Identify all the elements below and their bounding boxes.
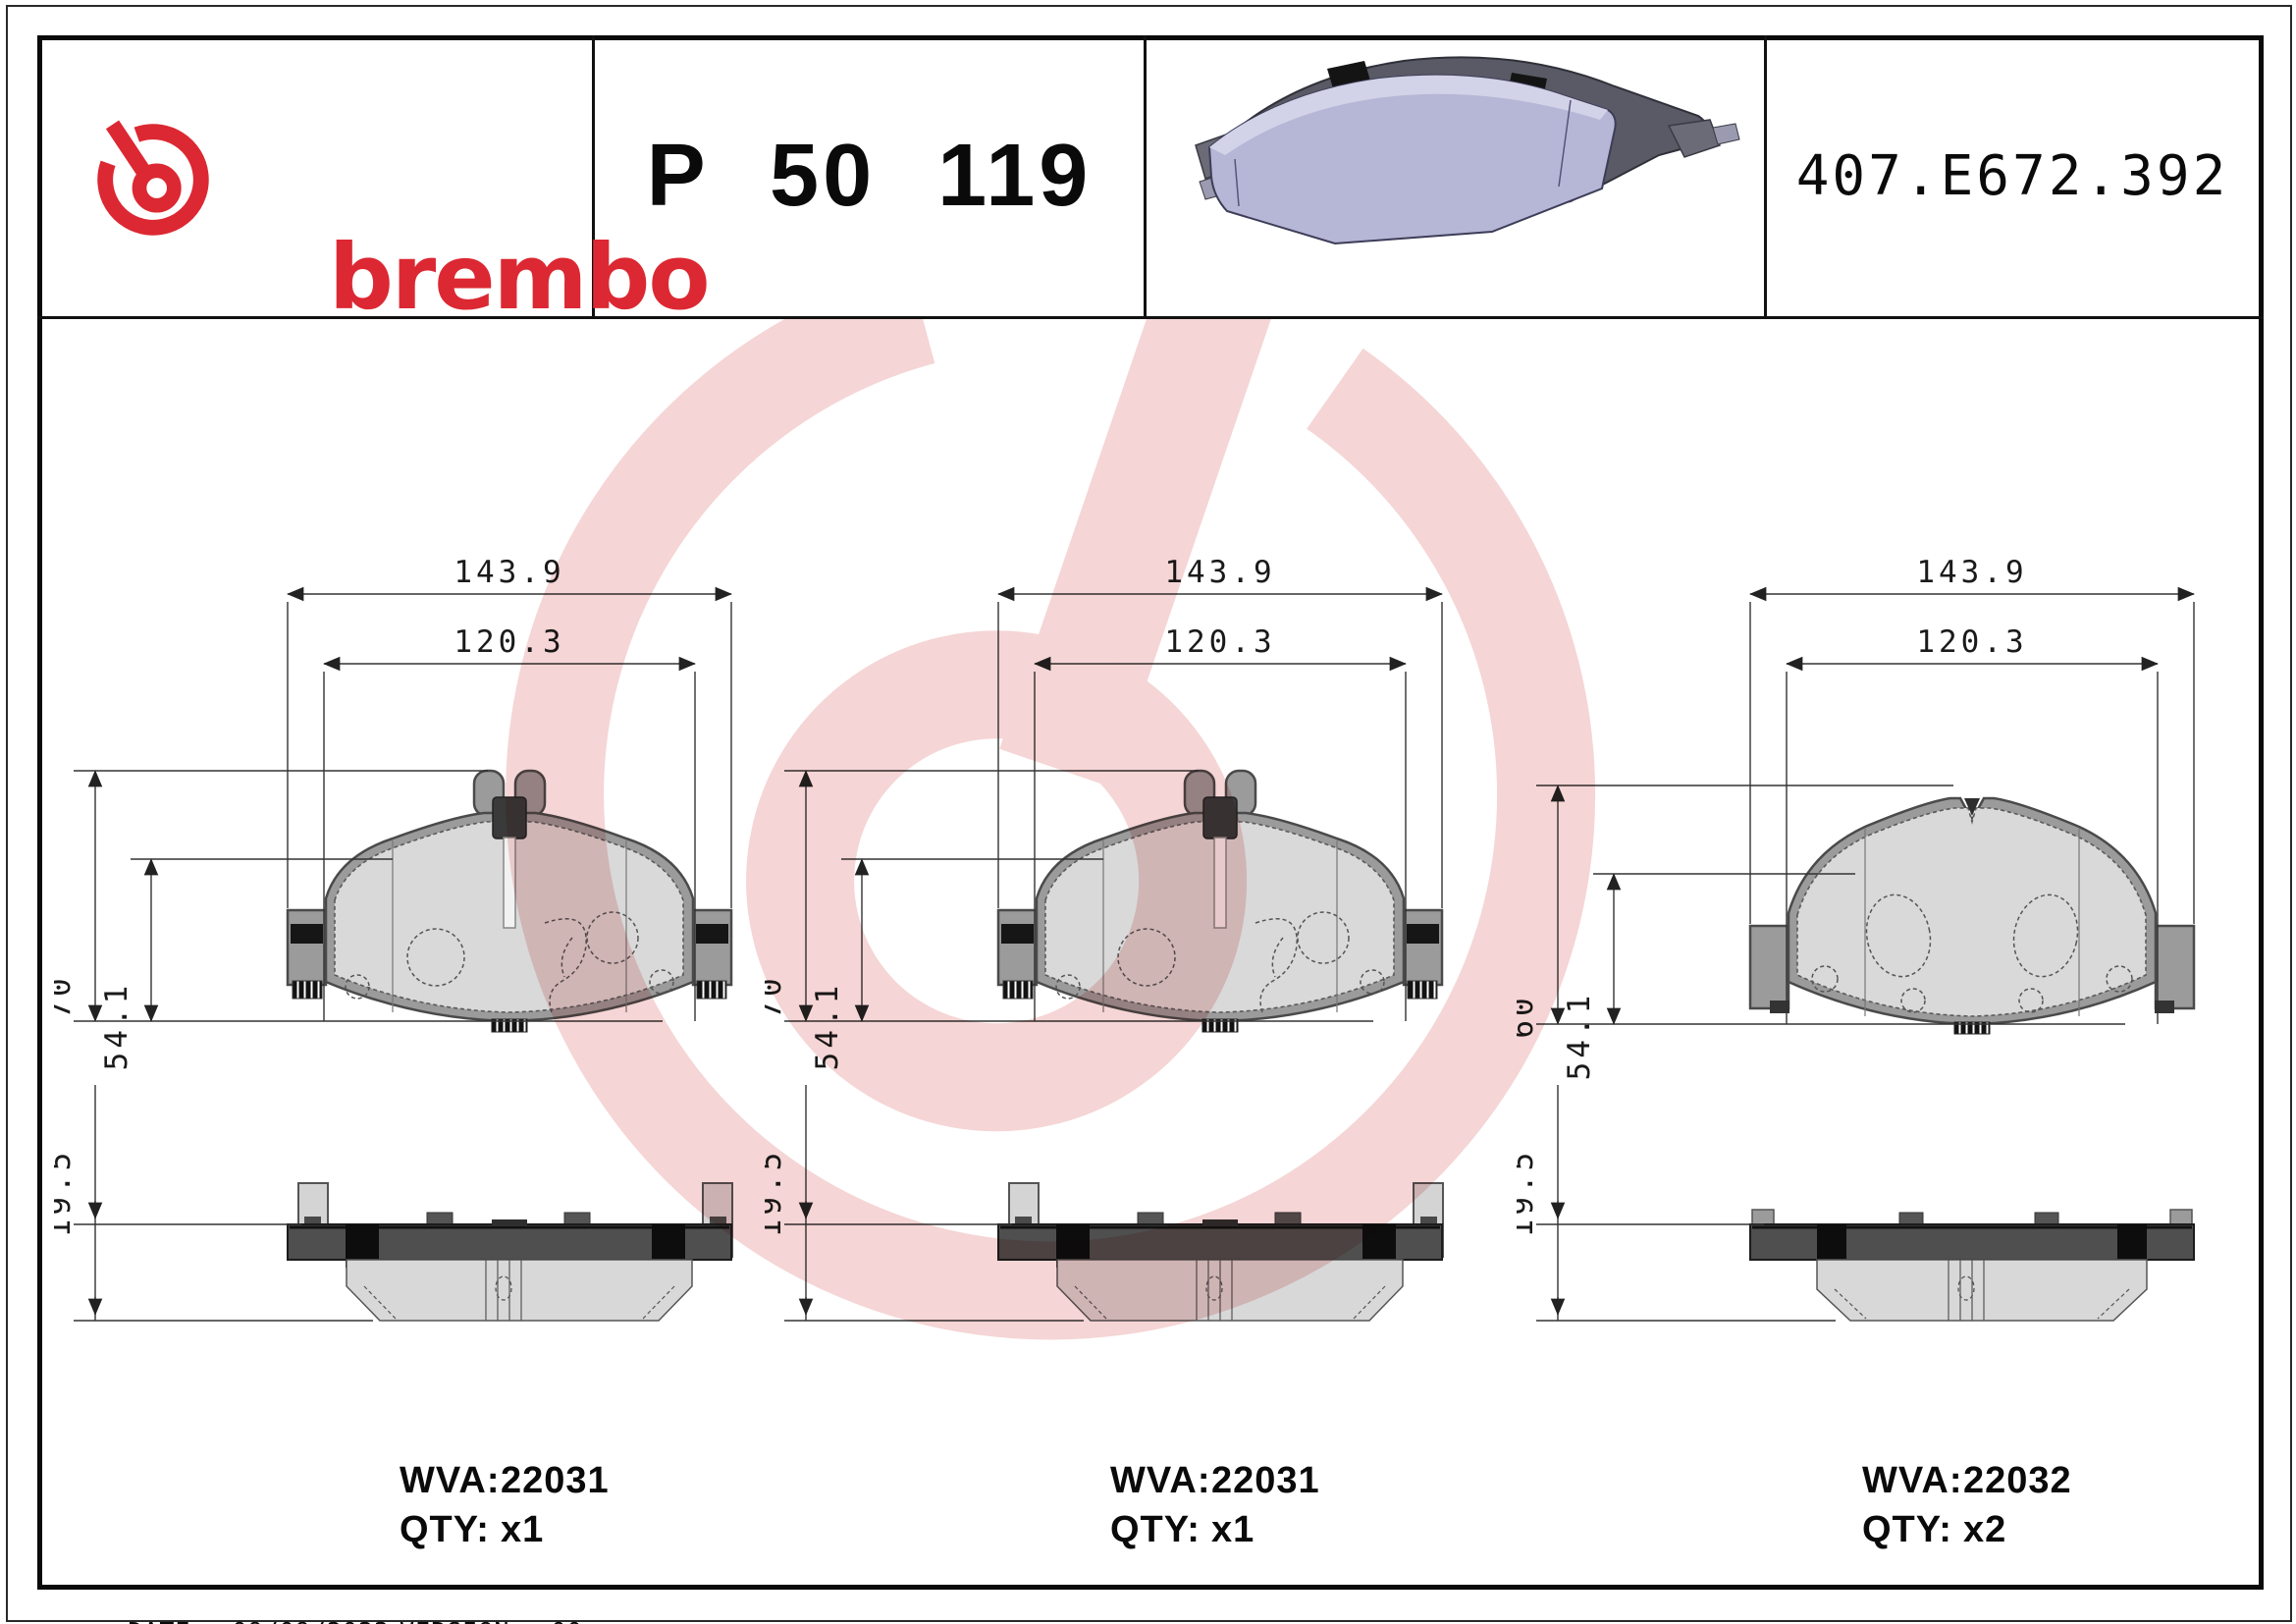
brake-pad-3d-image: [1195, 56, 1740, 245]
header-separator-3: [1764, 35, 1767, 319]
main-drawing-border: [37, 35, 2264, 1590]
wva-value: 22032: [1963, 1460, 2072, 1501]
brand-wordmark: brembo: [329, 225, 711, 330]
dimension-label: 120.3: [454, 624, 564, 660]
brembo-logo: brembo: [93, 118, 711, 327]
dimension-label: 70: [54, 974, 78, 1018]
dimension-label: 54.1: [810, 982, 845, 1071]
version-value: 00: [552, 1617, 583, 1624]
dimension-label: 54.1: [99, 982, 134, 1071]
dimension-label: 120.3: [1916, 624, 2027, 660]
footer-revision-line: DATE : 09/09/2022 VERSION : 00: [65, 1589, 593, 1624]
technical-drawing-column-1: 143.9 120.3 70 54.1 19.5 WVA: 22031 QTY:…: [54, 555, 734, 1550]
reference-number: 407.E672.392: [1795, 143, 2229, 208]
wva-value: 22031: [1211, 1460, 1320, 1501]
qty-label: QTY:: [400, 1509, 490, 1550]
dimension-label: 60: [1517, 994, 1540, 1038]
date-value: 09/09/2022: [233, 1617, 391, 1624]
qty-value: x1: [501, 1509, 544, 1550]
header-divider-line: [37, 316, 2264, 319]
part-number: P 50 119: [646, 126, 1093, 225]
technical-drawing-column-3: 143.9 120.3 60 54.1 19.5 WVA: 22032 QTY:…: [1517, 555, 2196, 1550]
dimension-label: 19.5: [54, 1149, 78, 1238]
qty-label: QTY:: [1110, 1509, 1201, 1550]
version-label: VERSION :: [400, 1617, 541, 1624]
qty-value: x1: [1211, 1509, 1255, 1550]
brembo-logo-icon: [97, 120, 209, 236]
date-label: DATE :: [128, 1617, 222, 1624]
outer-page-border: [6, 5, 2292, 1622]
dimension-label: 143.9: [1916, 555, 2027, 590]
dimension-label: 70: [765, 974, 788, 1018]
wva-label: WVA:: [1110, 1460, 1211, 1501]
header-separator-2: [1144, 35, 1147, 319]
wva-label: WVA:: [400, 1460, 501, 1501]
dimension-label: 19.5: [1517, 1149, 1540, 1238]
dimension-label: 143.9: [454, 555, 564, 590]
header-separator-1: [592, 35, 595, 319]
dimension-label: 19.5: [765, 1149, 788, 1238]
wva-value: 22031: [501, 1460, 610, 1501]
qty-value: x2: [1963, 1509, 2006, 1550]
dimension-label: 143.9: [1164, 555, 1275, 590]
technical-drawing-column-2: 143.9 120.3 70 54.1 19.5 WVA: 22031 QTY:…: [765, 555, 1445, 1550]
wva-label: WVA:: [1862, 1460, 1963, 1501]
qty-label: QTY:: [1862, 1509, 1952, 1550]
dimension-label: 120.3: [1164, 624, 1275, 660]
dimension-label: 54.1: [1562, 992, 1597, 1081]
